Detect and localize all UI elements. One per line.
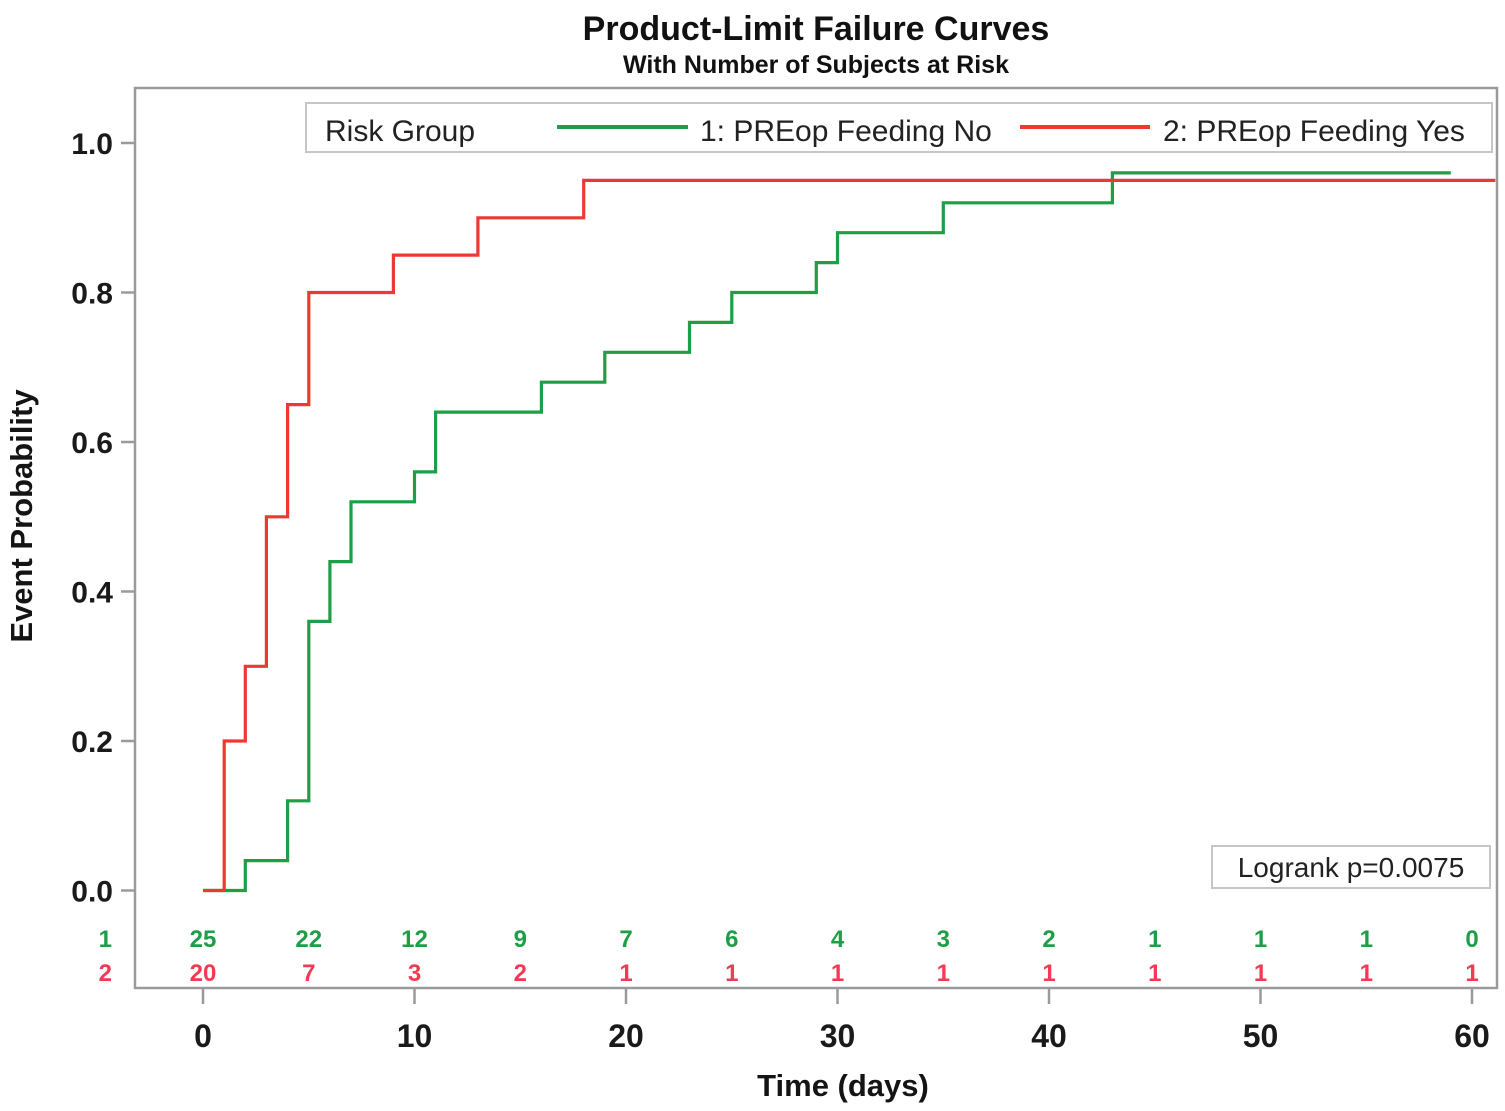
logrank-text: Logrank p=0.0075 (1238, 852, 1465, 883)
survival-curve-group-2 (203, 178, 1496, 893)
at-risk-count: 1 (937, 960, 950, 987)
at-risk-row-label-2: 2 (99, 960, 112, 987)
chart-title: Product-Limit Failure Curves (583, 10, 1050, 48)
at-risk-count: 0 (1465, 926, 1478, 953)
at-risk-count: 9 (514, 926, 527, 953)
y-tick-label: 0.8 (71, 278, 113, 311)
y-tick-label: 1.0 (71, 128, 113, 161)
at-risk-count: 1 (1148, 960, 1161, 987)
at-risk-count: 1 (831, 960, 844, 987)
at-risk-count: 2 (1042, 926, 1055, 953)
at-risk-count: 12 (401, 926, 428, 953)
at-risk-count: 1 (725, 960, 738, 987)
at-risk-count: 6 (725, 926, 738, 953)
at-risk-count: 4 (831, 926, 845, 953)
legend-box (305, 102, 1493, 153)
logrank-box (1211, 845, 1491, 889)
x-tick-label: 20 (608, 1018, 644, 1054)
y-tick-label: 0.2 (71, 726, 113, 759)
at-risk-count: 1 (1254, 960, 1267, 987)
y-tick-label: 0.6 (71, 427, 113, 460)
at-risk-count: 7 (619, 926, 632, 953)
legend-label-group-2: 2: PREop Feeding Yes (1163, 115, 1465, 148)
legend-entries: 1: PREop Feeding No 2: PREop Feeding Yes (557, 115, 1465, 148)
legend: Risk Group 1: PREop Feeding No 2: PREop F… (305, 102, 1493, 153)
logrank-annotation: Logrank p=0.0075 (1211, 845, 1491, 889)
at-risk-count: 25 (190, 926, 217, 953)
x-tick-label: 60 (1454, 1018, 1490, 1054)
legend-label-group-1: 1: PREop Feeding No (700, 115, 992, 148)
at-risk-count: 22 (295, 926, 322, 953)
at-risk-count: 20 (190, 960, 217, 987)
x-tick-label: 10 (397, 1018, 433, 1054)
x-axis: 0 10 20 30 40 50 60 (194, 988, 1490, 1054)
at-risk-count: 7 (302, 960, 315, 987)
at-risk-count: 1 (1360, 960, 1373, 987)
at-risk-count: 1 (1148, 926, 1161, 953)
at-risk-count: 2 (514, 960, 527, 987)
at-risk-count: 3 (408, 960, 421, 987)
at-risk-row-label-1: 1 (99, 926, 112, 953)
x-axis-title: Time (days) (757, 1068, 929, 1103)
x-tick-label: 30 (820, 1018, 856, 1054)
survival-curves (203, 171, 1496, 893)
at-risk-count: 1 (1042, 960, 1055, 987)
y-tick-label: 0.0 (71, 876, 113, 909)
x-tick-label: 40 (1031, 1018, 1067, 1054)
at-risk-count: 1 (1360, 926, 1373, 953)
y-tick-label: 0.4 (71, 577, 113, 610)
at-risk-table: 1 25 22 12 9 7 6 4 3 2 1 1 1 0 2 20 7 3 2 1 1 1 1 1 1 1 1 1 (99, 926, 1479, 987)
x-tick-label: 50 (1243, 1018, 1279, 1054)
y-axis: 0.0 0.2 0.4 0.6 0.8 1.0 (71, 128, 135, 909)
at-risk-count: 1 (1254, 926, 1267, 953)
survival-curve-group-1 (203, 171, 1451, 893)
at-risk-count: 3 (937, 926, 950, 953)
y-axis-title: Event Probability (4, 389, 39, 643)
legend-title: Risk Group (325, 115, 475, 148)
chart-subtitle: With Number of Subjects at Risk (623, 51, 1009, 79)
x-tick-label: 0 (194, 1018, 212, 1054)
plot-area-border (133, 86, 1499, 990)
at-risk-count: 1 (1465, 960, 1478, 987)
at-risk-count: 1 (619, 960, 632, 987)
